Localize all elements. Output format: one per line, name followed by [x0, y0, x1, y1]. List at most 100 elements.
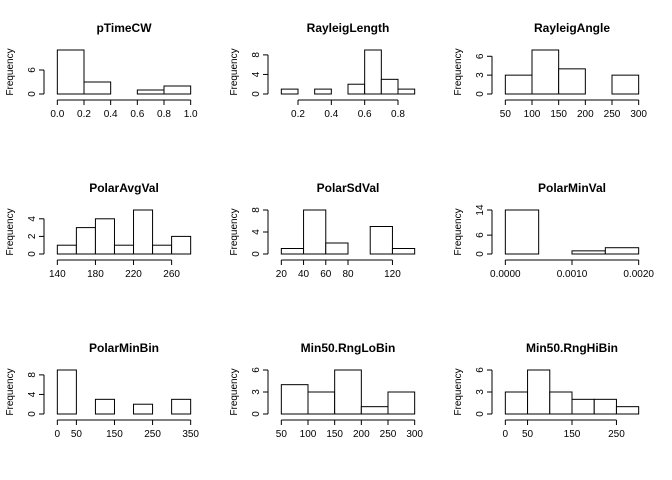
bar — [604, 247, 640, 255]
y-tick-label: 6 — [475, 53, 486, 59]
y-axis-label: Frequency — [5, 48, 16, 95]
bar — [387, 391, 416, 415]
bar — [280, 384, 309, 415]
bar — [593, 398, 617, 415]
chart-title: PolarAvgVal — [89, 181, 159, 195]
bar — [504, 391, 529, 415]
x-tick-label: 250 — [604, 109, 621, 120]
x-tick-label: 350 — [182, 429, 199, 440]
bar — [571, 250, 606, 255]
y-tick-label: 2 — [27, 233, 38, 239]
x-tick-label: 0.8 — [391, 109, 405, 120]
bar — [83, 81, 112, 95]
bar — [136, 89, 165, 95]
x-tick-label: 20 — [276, 269, 288, 280]
bar — [391, 248, 416, 255]
chart-title: pTimeCW — [96, 21, 152, 35]
bar — [504, 74, 533, 95]
x-tick-label: 40 — [298, 269, 310, 280]
y-axis-label: Frequency — [229, 208, 240, 255]
y-tick-label: 0 — [475, 91, 486, 97]
x-tick-label: 50 — [276, 429, 288, 440]
x-tick-label: 0.0 — [50, 109, 64, 120]
bar — [325, 242, 349, 255]
y-tick-label: 14 — [475, 204, 486, 216]
y-tick-label: 6 — [27, 67, 38, 73]
chart-title: PolarMinVal — [538, 181, 606, 195]
x-tick-label: 0.4 — [104, 109, 118, 120]
x-tick-label: 0.8 — [157, 109, 171, 120]
y-tick-label: 3 — [251, 389, 262, 395]
y-tick-label: 0 — [251, 411, 262, 417]
bar — [531, 49, 560, 95]
x-tick-label: 250 — [608, 429, 625, 440]
x-tick-label: 300 — [630, 109, 647, 120]
y-tick-label: 8 — [251, 52, 262, 58]
x-tick-label: 200 — [577, 109, 594, 120]
x-tick-label: 250 — [380, 429, 397, 440]
y-tick-label: 8 — [27, 372, 38, 378]
bar — [504, 209, 540, 255]
y-tick-label: 0 — [27, 251, 38, 257]
bar — [307, 391, 336, 415]
x-tick-label: 300 — [406, 429, 423, 440]
x-tick-label: 0 — [55, 429, 61, 440]
x-tick-label: 50 — [71, 429, 83, 440]
bar — [133, 403, 154, 415]
bar — [94, 398, 115, 415]
x-tick-label: 1.0 — [184, 109, 198, 120]
bar — [163, 85, 192, 95]
y-tick-label: 0 — [475, 251, 486, 257]
bar — [152, 244, 173, 255]
bar — [280, 248, 305, 255]
bar — [334, 369, 362, 415]
bar — [549, 391, 573, 415]
x-tick-label: 120 — [384, 269, 401, 280]
chart-title: PolarMinBin — [89, 341, 159, 355]
y-tick-label: 4 — [27, 216, 38, 222]
x-tick-label: 0.2 — [291, 109, 305, 120]
x-tick-label: 250 — [144, 429, 161, 440]
x-tick-label: 80 — [342, 269, 354, 280]
bar — [56, 369, 77, 415]
y-tick-label: 0 — [27, 91, 38, 97]
y-tick-label: 3 — [475, 389, 486, 395]
bar — [347, 83, 366, 95]
bar — [369, 226, 393, 255]
chart-title: Min50.RngHiBin — [526, 341, 618, 355]
y-tick-label: 0 — [475, 411, 486, 417]
x-tick-label: 260 — [163, 269, 180, 280]
bar — [171, 398, 192, 415]
bar — [380, 78, 399, 95]
bar — [314, 88, 332, 95]
y-axis-label: Frequency — [229, 48, 240, 95]
bar — [113, 244, 135, 255]
bar — [527, 369, 551, 415]
x-tick-label: 0.4 — [324, 109, 338, 120]
bar — [364, 49, 382, 95]
y-tick-label: 4 — [27, 391, 38, 397]
x-tick-label: 0.0010 — [557, 269, 588, 280]
chart-title: RayleigAngle — [534, 21, 610, 35]
y-axis-label: Frequency — [5, 368, 16, 415]
y-axis-label: Frequency — [5, 208, 16, 255]
x-tick-label: 0.0000 — [490, 269, 521, 280]
y-tick-label: 4 — [251, 229, 262, 235]
x-tick-label: 180 — [87, 269, 104, 280]
bar — [615, 406, 640, 415]
x-tick-label: 200 — [353, 429, 370, 440]
bar — [133, 209, 154, 255]
x-tick-label: 100 — [524, 109, 541, 120]
x-tick-label: 150 — [326, 429, 343, 440]
y-tick-label: 0 — [27, 411, 38, 417]
bar — [56, 49, 85, 95]
bar — [571, 398, 595, 415]
y-tick-label: 3 — [475, 72, 486, 78]
y-axis-label: Frequency — [229, 368, 240, 415]
bar — [611, 74, 640, 95]
x-tick-label: 150 — [550, 109, 567, 120]
x-tick-label: 150 — [106, 429, 123, 440]
x-tick-label: 220 — [125, 269, 142, 280]
